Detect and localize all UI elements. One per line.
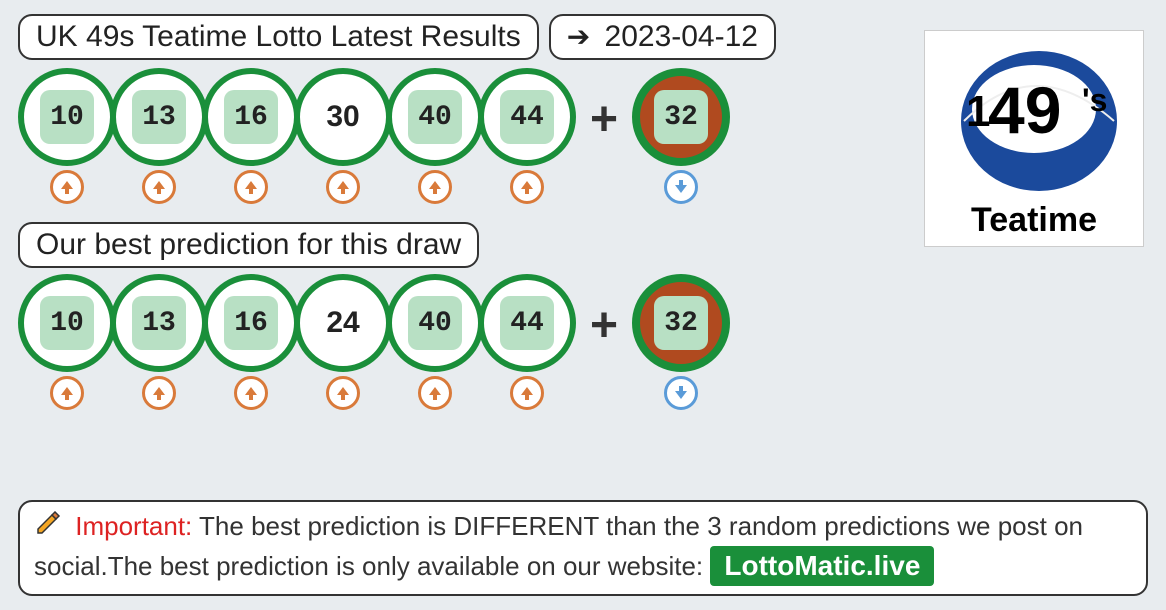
- trend-up-icon: [418, 376, 452, 410]
- ball-number: 10: [40, 296, 94, 350]
- ball-wrap: 30: [294, 68, 392, 204]
- lotto-ball: 10: [18, 274, 116, 372]
- trend-up-icon: [234, 376, 268, 410]
- ball-wrap: 40: [386, 274, 484, 410]
- ball-wrap: 40: [386, 68, 484, 204]
- trend-up-icon: [50, 376, 84, 410]
- trend-up-icon: [418, 170, 452, 204]
- lotto-ball: 16: [202, 68, 300, 166]
- trend-up-icon: [510, 170, 544, 204]
- ball-number: 30: [316, 90, 370, 144]
- ball-number: 10: [40, 90, 94, 144]
- svg-text:1: 1: [966, 87, 990, 136]
- arrow-right-icon: ➔: [567, 21, 590, 52]
- logo-subtitle: Teatime: [931, 201, 1137, 240]
- lotto-ball: 24: [294, 274, 392, 372]
- ball-wrap: 24: [294, 274, 392, 410]
- trend-up-icon: [142, 170, 176, 204]
- trend-down-icon: [664, 376, 698, 410]
- booster-ball-wrap: 32: [632, 68, 730, 204]
- booster-number: 32: [654, 90, 708, 144]
- ball-number: 13: [132, 296, 186, 350]
- ball-number: 16: [224, 296, 278, 350]
- important-notice: Important: The best prediction is DIFFER…: [18, 500, 1148, 596]
- ball-number: 44: [500, 90, 554, 144]
- trend-up-icon: [234, 170, 268, 204]
- ball-wrap: 44: [478, 68, 576, 204]
- site-badge[interactable]: LottoMatic.live: [710, 546, 934, 586]
- trend-down-icon: [664, 170, 698, 204]
- ball-wrap: 13: [110, 68, 208, 204]
- important-label: Important:: [75, 511, 192, 541]
- results-title-pill: UK 49s Teatime Lotto Latest Results: [18, 14, 539, 60]
- lotto-ball: 30: [294, 68, 392, 166]
- booster-number: 32: [654, 296, 708, 350]
- lotto-ball: 13: [110, 68, 208, 166]
- ball-number: 44: [500, 296, 554, 350]
- ball-number: 13: [132, 90, 186, 144]
- date-text: 2023-04-12: [605, 20, 758, 53]
- plus-separator: +: [590, 92, 618, 147]
- ball-number: 40: [408, 296, 462, 350]
- trend-up-icon: [50, 170, 84, 204]
- trend-up-icon: [142, 376, 176, 410]
- prediction-label-pill: Our best prediction for this draw: [18, 222, 479, 268]
- trend-up-icon: [326, 170, 360, 204]
- prediction-section: Our best prediction for this draw 10 13 16…: [18, 222, 1148, 410]
- svg-text:49: 49: [988, 73, 1061, 147]
- svg-text:'s: 's: [1082, 82, 1107, 118]
- ball-wrap: 13: [110, 274, 208, 410]
- ball-number: 24: [316, 296, 370, 350]
- lotto-ball: 44: [478, 274, 576, 372]
- lotto-ball: 40: [386, 274, 484, 372]
- ball-number: 40: [408, 90, 462, 144]
- booster-ball-wrap: 32: [632, 274, 730, 410]
- prediction-ball-row: 10 13 16 24 40 44 +32: [18, 274, 1148, 410]
- ball-number: 16: [224, 90, 278, 144]
- lotto-ball: 13: [110, 274, 208, 372]
- trend-up-icon: [326, 376, 360, 410]
- ball-wrap: 16: [202, 274, 300, 410]
- pencil-icon: [34, 511, 64, 546]
- lotto-ball: 16: [202, 274, 300, 372]
- ball-wrap: 16: [202, 68, 300, 204]
- plus-separator: +: [590, 298, 618, 353]
- lotto-ball: 40: [386, 68, 484, 166]
- booster-ball: 32: [632, 274, 730, 372]
- lotto-ball-icon: 1 49 's: [944, 41, 1124, 191]
- ball-wrap: 10: [18, 68, 116, 204]
- lotto-logo-box: 1 49 's Teatime: [924, 30, 1144, 247]
- lotto-ball: 44: [478, 68, 576, 166]
- trend-up-icon: [510, 376, 544, 410]
- ball-wrap: 44: [478, 274, 576, 410]
- date-pill: ➔ 2023-04-12: [549, 14, 776, 60]
- booster-ball: 32: [632, 68, 730, 166]
- ball-wrap: 10: [18, 274, 116, 410]
- lotto-ball: 10: [18, 68, 116, 166]
